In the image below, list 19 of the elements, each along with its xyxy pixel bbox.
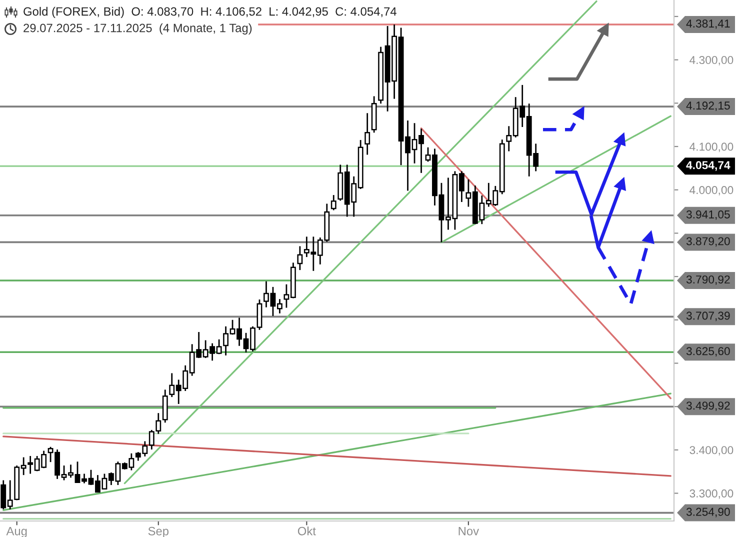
ref-line-label: 4.054,74 bbox=[686, 161, 730, 171]
ref-line-label: 3.707,39 bbox=[686, 312, 730, 322]
y-tick-label: 4.000,00 bbox=[690, 186, 734, 196]
ref-line-label: 3.790,92 bbox=[686, 275, 730, 285]
x-tick-label: Okt bbox=[298, 526, 316, 536]
y-tick-label: 4.100,00 bbox=[690, 142, 734, 152]
y-tick-label: 4.300,00 bbox=[690, 56, 734, 66]
ref-line-label: 4.192,15 bbox=[686, 102, 730, 111]
x-tick-label: Nov bbox=[458, 526, 480, 536]
ref-line-label: 3.254,90 bbox=[686, 508, 730, 518]
text: 29.07.2025 - 17.11.2025 (4 Monate, 1 Tag) bbox=[24, 23, 252, 35]
ref-line-label: 3.879,20 bbox=[686, 237, 730, 247]
y-tick-label: 3.400,00 bbox=[690, 446, 734, 456]
y-tick-label: 3.300,00 bbox=[690, 489, 734, 499]
ref-line-label: 3.499,92 bbox=[686, 402, 730, 412]
text: Gold (FOREX, Bid) O: 4.083,70 H: 4.106,52 L: 4.042,95 C: 4.054,74 bbox=[24, 6, 396, 18]
ref-line-label: 4.381,41 bbox=[686, 20, 730, 29]
ref-line-label: 3.941,05 bbox=[686, 210, 730, 220]
ref-line-label: 3.625,60 bbox=[686, 347, 730, 357]
